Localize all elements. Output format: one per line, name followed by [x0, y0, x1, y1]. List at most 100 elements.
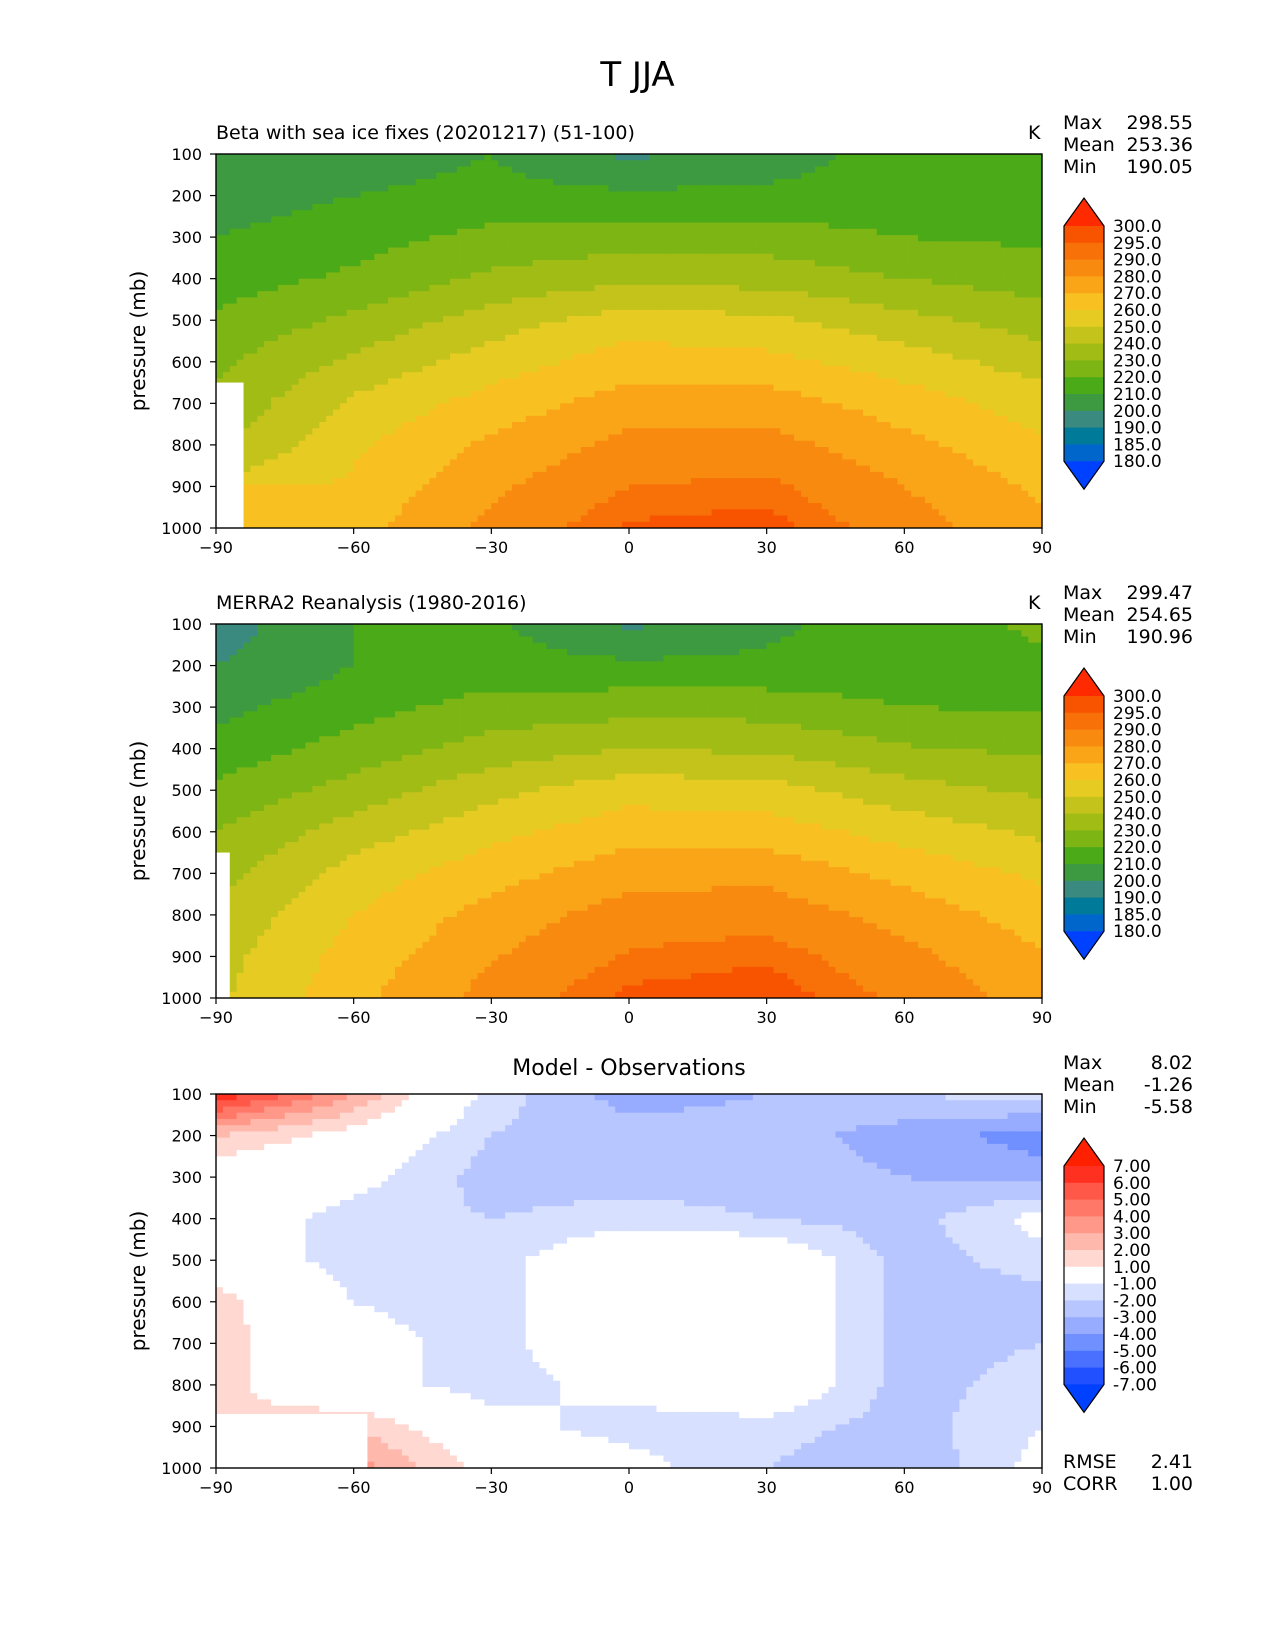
- contour-cell: [339, 372, 348, 379]
- contour-cell: [532, 178, 541, 186]
- contour-cell: [436, 228, 444, 236]
- contour-cell: [298, 409, 307, 417]
- contour-cell: [491, 309, 499, 317]
- contour-cell: [498, 359, 506, 367]
- contour-cell: [388, 353, 396, 361]
- contour-cell: [532, 266, 541, 274]
- contour-cell: [346, 266, 355, 274]
- contour-cell: [422, 241, 430, 249]
- contour-cell: [732, 247, 740, 255]
- contour-cell: [422, 359, 430, 367]
- contour-cell: [422, 328, 430, 336]
- contour-cell: [422, 521, 430, 528]
- contour-cell: [360, 241, 369, 249]
- contour-cell: [463, 390, 472, 398]
- contour-cell: [505, 253, 513, 261]
- contour-cell: [408, 341, 417, 348]
- contour-cell: [456, 446, 465, 454]
- contour-cell: [277, 365, 286, 373]
- contour-cell: [353, 253, 362, 261]
- contour-cell: [229, 272, 238, 280]
- contour-cell: [470, 172, 479, 180]
- contour-cell: [752, 247, 761, 255]
- contour-cell: [746, 241, 754, 249]
- contour-cell: [450, 496, 458, 504]
- contour-cell: [560, 178, 568, 186]
- contour-cell: [284, 291, 293, 298]
- contour-cell: [642, 297, 651, 305]
- contour-cell: [408, 478, 417, 485]
- contour-cell: [752, 359, 761, 367]
- contour-cell: [388, 272, 396, 280]
- contour-cell: [360, 247, 369, 255]
- contour-cell: [690, 478, 699, 485]
- contour-cell: [291, 353, 300, 361]
- contour-cell: [670, 465, 678, 473]
- contour-cell: [525, 172, 534, 180]
- contour-cell: [704, 465, 713, 473]
- contour-cell: [580, 415, 589, 423]
- contour-cell: [601, 222, 609, 230]
- contour-cell: [394, 160, 403, 168]
- contour-cell: [752, 353, 761, 361]
- contour-cell: [326, 453, 334, 461]
- contour-cell: [780, 459, 788, 467]
- contour-cell: [284, 272, 293, 280]
- contour-cell: [477, 235, 486, 242]
- contour-cell: [560, 453, 568, 461]
- contour-cell: [257, 459, 265, 467]
- contour-cell: [752, 503, 761, 510]
- contour-cell: [353, 154, 362, 161]
- contour-cell: [374, 465, 382, 473]
- contour-cell: [518, 334, 527, 342]
- contour-cell: [394, 185, 403, 192]
- contour-cell: [780, 210, 788, 217]
- contour-cell: [415, 353, 424, 361]
- contour-cell: [711, 334, 720, 342]
- contour-cell: [491, 453, 499, 461]
- contour-cell: [284, 322, 293, 330]
- contour-cell: [388, 378, 396, 386]
- contour-cell: [718, 235, 726, 242]
- contour-cell: [663, 259, 671, 267]
- contour-cell: [436, 428, 444, 436]
- contour-cell: [436, 446, 444, 454]
- contour-cell: [401, 341, 410, 348]
- contour-cell: [353, 303, 362, 311]
- contour-cell: [594, 185, 603, 192]
- contour-cell: [394, 191, 403, 199]
- contour-cell: [752, 471, 761, 479]
- contour-cell: [326, 272, 334, 280]
- contour-cell: [546, 278, 554, 286]
- contour-cell: [518, 228, 527, 236]
- contour-cell: [656, 478, 665, 485]
- contour-cell: [505, 322, 513, 330]
- contour-cell: [291, 397, 300, 404]
- contour-cell: [635, 178, 644, 186]
- contour-cell: [608, 471, 616, 479]
- contour-cell: [635, 253, 644, 261]
- contour-cell: [498, 160, 506, 168]
- contour-cell: [580, 291, 589, 298]
- contour-cell: [573, 291, 582, 298]
- contour-cell: [518, 297, 527, 305]
- contour-cell: [711, 297, 720, 305]
- contour-cell: [746, 334, 754, 342]
- contour-cell: [374, 216, 382, 224]
- contour-cell: [697, 390, 706, 398]
- contour-cell: [684, 372, 692, 379]
- contour-cell: [518, 490, 527, 498]
- contour-cell: [484, 359, 492, 367]
- contour-cell: [601, 216, 609, 224]
- contour-cell: [443, 191, 451, 199]
- contour-cell: [429, 478, 437, 485]
- contour-cell: [732, 365, 740, 373]
- contour-cell: [725, 309, 733, 317]
- contour-cell: [429, 434, 437, 442]
- contour-cell: [690, 259, 699, 267]
- contour-cell: [326, 422, 334, 429]
- contour-cell: [491, 409, 499, 417]
- contour-cell: [560, 259, 568, 267]
- contour-cell: [374, 228, 382, 236]
- contour-cell: [629, 278, 637, 286]
